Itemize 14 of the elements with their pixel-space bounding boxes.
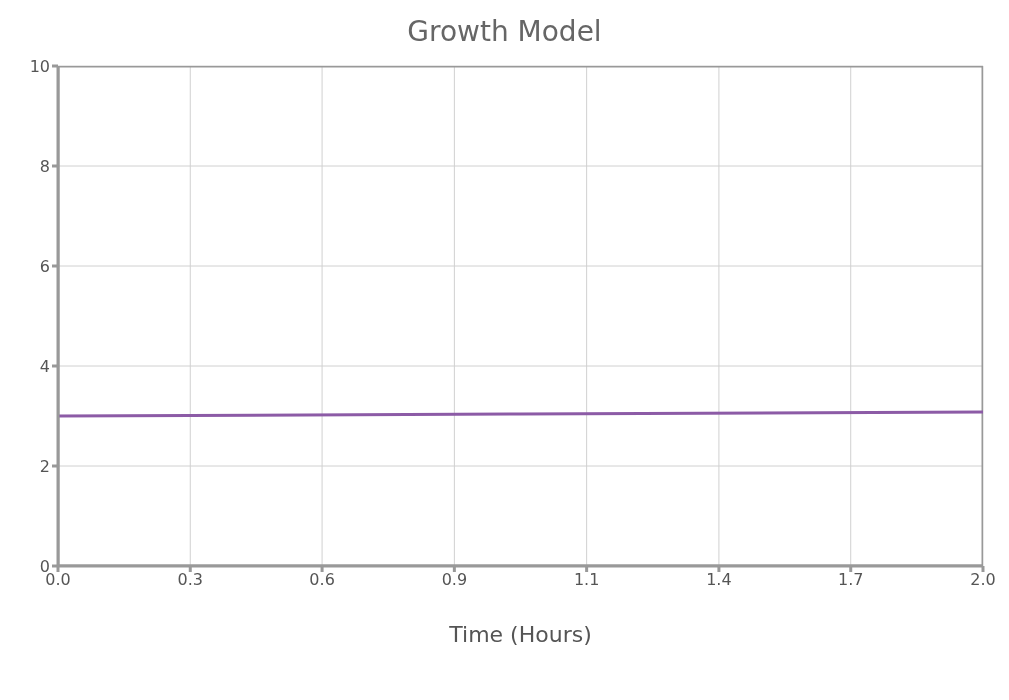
x-tick-label: 0.9 <box>441 570 468 590</box>
x-tick-label: 1.4 <box>706 570 732 590</box>
x-tick-label: 1.1 <box>573 570 600 590</box>
y-tick-label: 8 <box>39 156 50 176</box>
x-tick-label: 0.3 <box>177 570 203 590</box>
y-tick-label: 10 <box>29 56 50 76</box>
y-tick-label: 6 <box>39 256 50 276</box>
x-tick-label: 2.0 <box>970 570 996 590</box>
y-tick-label: 4 <box>39 356 50 376</box>
y-tick-label: 2 <box>39 456 50 476</box>
chart-title: Growth Model <box>406 14 603 50</box>
x-tick-label: 0.6 <box>309 570 335 590</box>
x-axis-title: Time (Hours) <box>448 622 592 647</box>
x-tick-label: 1.7 <box>838 570 864 590</box>
